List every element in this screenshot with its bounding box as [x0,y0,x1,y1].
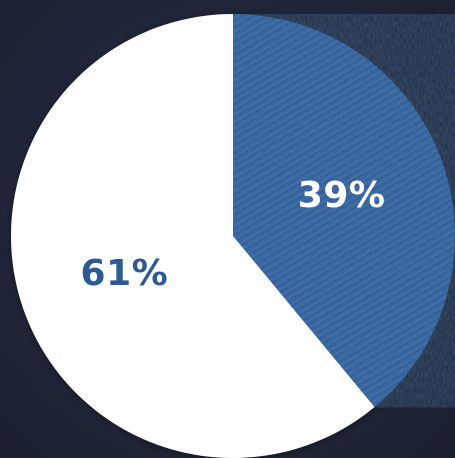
pie-slice-61 [11,14,375,458]
pie-slices [11,14,455,458]
slice-label-39: 39% [298,175,386,216]
pie-slice-texture [233,14,455,408]
pie-labels: 39% 61% [81,175,386,294]
slice-label-61: 61% [81,253,169,294]
